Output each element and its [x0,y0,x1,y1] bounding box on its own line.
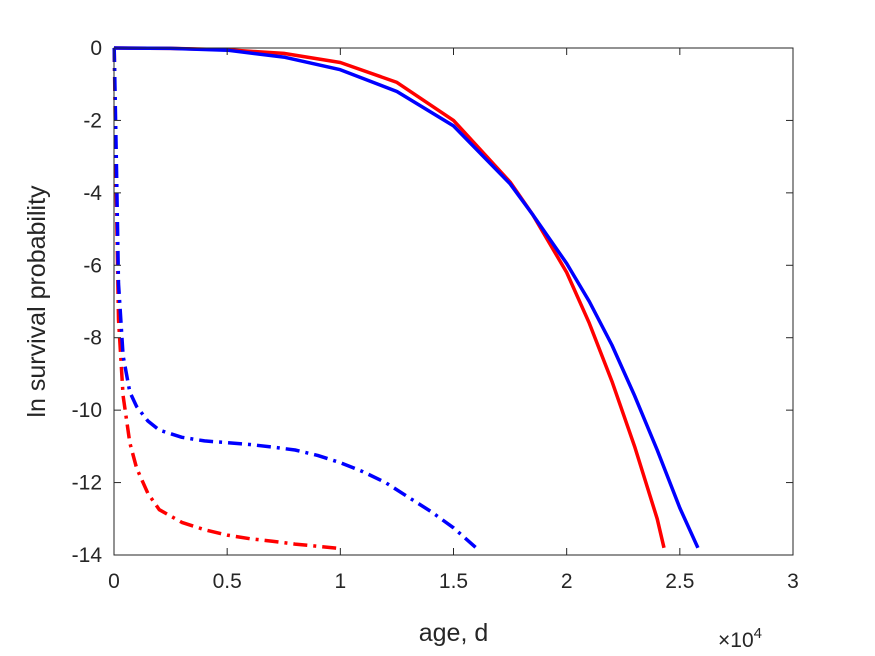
x-tick-label: 2.5 [665,570,694,593]
x-tick-label: 1.5 [439,570,468,593]
y-tick-label: -10 [72,399,102,422]
x-axis-exponent-power: 4 [754,625,762,642]
y-tick-label: -6 [83,254,102,277]
x-tick-label: 3 [787,570,799,593]
y-tick-label: -8 [83,327,102,350]
series-layer [112,46,700,551]
x-tick-label: 0 [108,570,120,593]
series-line-4 [112,47,478,550]
tick-marks [113,47,794,556]
y-axis-label: ln survival probability [23,185,51,418]
x-tick-labels: 0 0.5 1 1.5 2 2.5 3 [108,570,799,593]
y-tick-label: 0 [90,37,102,60]
x-axis-exponent-base: ×10 [718,629,754,652]
y-tick-label: -14 [72,544,103,567]
x-axis-exponent: ×104 [718,625,762,652]
x-tick-label: 2 [561,570,573,593]
series-line-2 [113,46,700,549]
y-tick-label: -12 [72,472,102,495]
y-tick-label: -2 [83,109,102,132]
x-tick-label: 0.5 [213,570,242,593]
x-tick-label: 1 [334,570,346,593]
y-tick-label: -4 [83,182,102,205]
y-tick-labels: 0 -2 -4 -6 -8 -10 -12 -14 [72,37,103,567]
x-axis-label: age, d [419,619,489,647]
